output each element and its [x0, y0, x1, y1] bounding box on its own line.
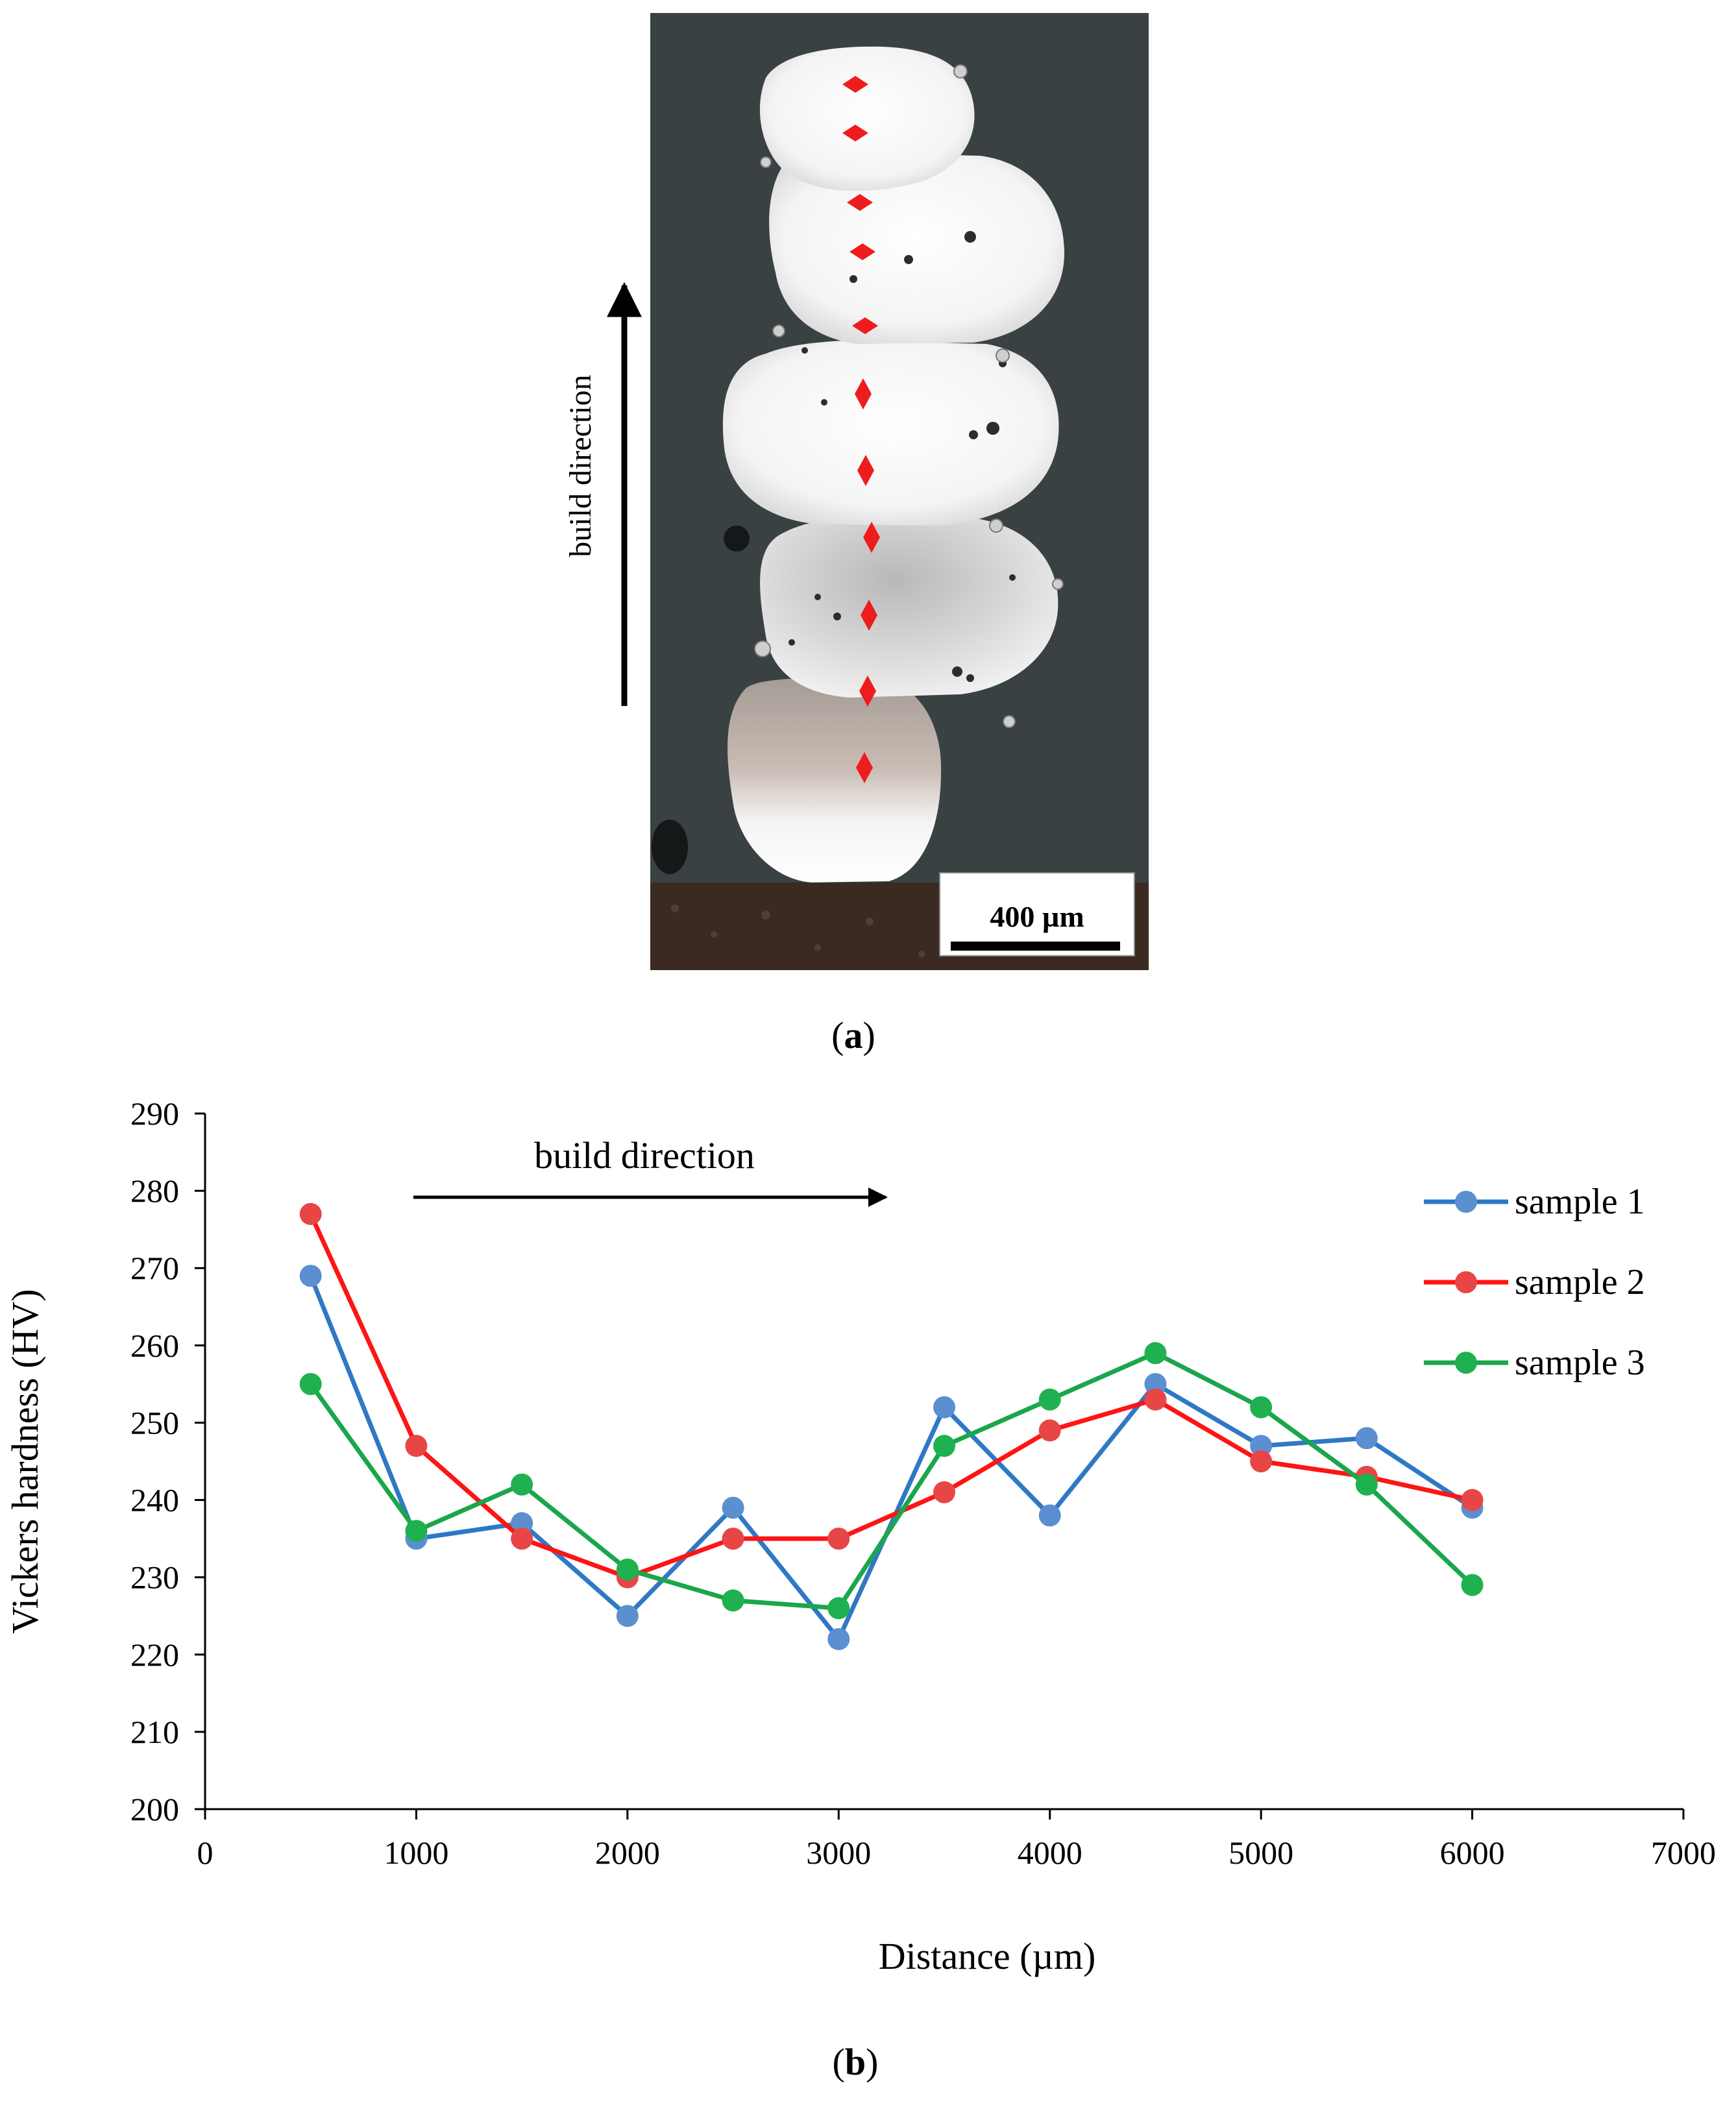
data-point — [827, 1597, 850, 1620]
indent-marker — [857, 455, 874, 486]
data-point — [616, 1605, 639, 1627]
build-direction-annotation: build direction — [534, 1134, 755, 1176]
indent-marker — [842, 76, 868, 93]
data-point — [722, 1528, 744, 1550]
y-tick-label: 240 — [130, 1482, 179, 1518]
dark-pore — [652, 820, 688, 874]
indent-marker — [850, 243, 875, 260]
y-tick-label: 280 — [130, 1173, 179, 1209]
y-tick-label: 270 — [130, 1250, 179, 1286]
x-tick-label: 2000 — [595, 1834, 660, 1871]
data-point — [299, 1265, 322, 1287]
data-point — [1250, 1396, 1273, 1419]
legend-swatch-marker — [1455, 1271, 1477, 1293]
indent-marker — [852, 317, 878, 334]
x-tick-label: 6000 — [1440, 1834, 1505, 1871]
legend-label: sample 1 — [1515, 1182, 1645, 1222]
y-tick-label: 230 — [130, 1559, 179, 1596]
weld-track-3 — [722, 341, 1059, 526]
panel-b-letter: b — [845, 2041, 866, 2083]
spatter-particles — [754, 64, 1064, 728]
x-axis-label: Distance (µm) — [879, 1935, 1096, 1977]
x-tick-label: 1000 — [384, 1834, 448, 1871]
series-line — [308, 1274, 1474, 1642]
x-tick-label: 4000 — [1018, 1834, 1082, 1871]
data-point — [1355, 1427, 1378, 1450]
data-point — [1144, 1342, 1167, 1365]
y-axis-ticks: 200 210 220 230 240 250 260 270 280 290 — [130, 1095, 205, 1827]
indent-marker — [856, 752, 873, 783]
series-1 — [299, 1265, 1484, 1650]
data-point — [616, 1558, 639, 1581]
indent-marker — [847, 194, 873, 211]
weld-track-2 — [760, 516, 1058, 698]
data-point — [1038, 1388, 1061, 1411]
data-point — [299, 1372, 322, 1395]
data-point — [1144, 1388, 1167, 1411]
legend-label: sample 2 — [1515, 1262, 1645, 1302]
x-tick-label: 0 — [197, 1834, 214, 1871]
scale-bar-label: 400 µm — [990, 900, 1084, 933]
legend-swatch-marker — [1455, 1352, 1477, 1374]
data-point — [1250, 1435, 1273, 1457]
y-tick-label: 290 — [130, 1095, 179, 1132]
data-point — [1250, 1450, 1273, 1472]
y-tick-label: 260 — [130, 1327, 179, 1363]
hardness-chart: 200 210 220 230 240 250 260 270 280 290 0 1000 2000… — [4, 1095, 1716, 1977]
data-point — [722, 1589, 744, 1612]
indent-marker — [863, 522, 880, 553]
panel-a-caption: (a) — [831, 1014, 875, 1056]
y-tick-label: 250 — [130, 1404, 179, 1441]
y-axis-label: Vickers hardness (HV) — [4, 1289, 46, 1633]
micrograph-panel: 400 µm — [650, 13, 1149, 970]
panel-a-letter: a — [844, 1014, 863, 1056]
y-tick-label: 200 — [130, 1791, 179, 1827]
legend-label: sample 3 — [1515, 1343, 1645, 1383]
indent-marker — [861, 600, 877, 631]
data-point — [1038, 1419, 1061, 1442]
y-tick-label: 220 — [130, 1637, 179, 1673]
data-point — [1461, 1574, 1484, 1596]
x-tick-label: 5000 — [1229, 1834, 1293, 1871]
data-point — [827, 1528, 850, 1550]
x-axis-ticks: 0 1000 2000 3000 4000 5000 6000 7000 — [197, 1809, 1716, 1871]
series-line — [308, 1213, 1473, 1580]
series-layer — [299, 1202, 1484, 1650]
data-point — [722, 1496, 744, 1519]
weld-tracks — [722, 46, 1064, 883]
chart-legend: sample 1 sample 2 sample 3 — [1424, 1182, 1645, 1383]
indent-marker — [842, 125, 868, 141]
data-point — [933, 1481, 955, 1504]
data-point — [827, 1627, 850, 1650]
data-point — [1144, 1372, 1167, 1395]
indent-marker — [855, 378, 872, 409]
legend-swatch-marker — [1455, 1191, 1477, 1213]
x-tick-label: 3000 — [806, 1834, 871, 1871]
data-point — [933, 1435, 955, 1457]
panel-b-caption: (b) — [833, 2041, 879, 2083]
porosity-dots — [789, 231, 1016, 682]
data-point — [511, 1512, 533, 1535]
data-point — [511, 1473, 533, 1496]
data-point — [1355, 1473, 1378, 1496]
data-point — [405, 1520, 428, 1542]
dark-pore — [724, 526, 750, 552]
build-direction-label-vertical: build direction — [563, 374, 598, 557]
indent-marker — [859, 676, 876, 707]
weld-track-1 — [727, 678, 942, 883]
data-point — [1461, 1489, 1484, 1511]
data-point — [933, 1396, 955, 1419]
series-line — [308, 1350, 1474, 1611]
series-3 — [299, 1342, 1484, 1620]
x-tick-label: 7000 — [1651, 1834, 1716, 1871]
data-point — [405, 1435, 428, 1457]
hardness-indent-markers — [842, 76, 880, 783]
data-point — [1038, 1504, 1061, 1527]
data-point — [511, 1528, 533, 1550]
y-tick-label: 210 — [130, 1714, 179, 1750]
data-point — [299, 1202, 322, 1225]
weld-track-4 — [769, 152, 1064, 344]
weld-track-5 — [759, 46, 975, 191]
